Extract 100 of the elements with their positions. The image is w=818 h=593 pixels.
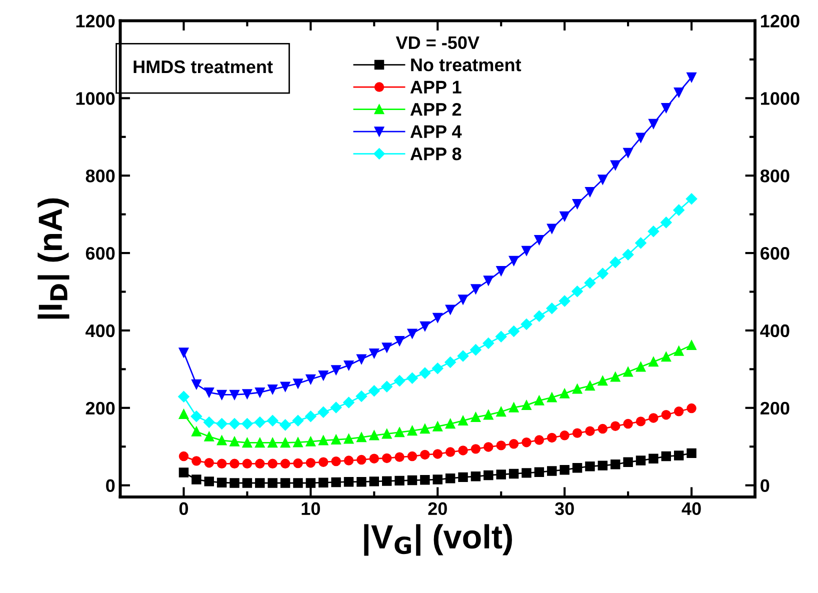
point xyxy=(407,451,418,462)
point xyxy=(546,302,558,314)
point xyxy=(560,388,570,398)
point xyxy=(445,418,456,429)
point xyxy=(254,416,266,428)
point xyxy=(585,426,595,436)
point xyxy=(242,458,252,468)
point xyxy=(406,372,418,384)
point xyxy=(674,406,684,416)
point xyxy=(292,415,304,426)
point xyxy=(572,428,582,438)
point xyxy=(674,450,684,460)
point xyxy=(356,476,366,487)
point xyxy=(394,336,404,346)
point xyxy=(508,402,519,412)
y2-tick-label: 1200 xyxy=(761,14,800,28)
x-tick-label: 40 xyxy=(682,502,701,516)
point xyxy=(661,451,672,462)
point xyxy=(496,440,506,450)
point xyxy=(636,132,646,143)
point xyxy=(457,350,469,362)
legend-label: APP 8 xyxy=(410,147,462,160)
point xyxy=(636,362,646,372)
point xyxy=(496,470,506,480)
point xyxy=(293,378,303,388)
point xyxy=(216,436,227,446)
point xyxy=(280,438,290,448)
point xyxy=(204,432,214,442)
y-tick-label: 200 xyxy=(86,402,115,415)
point xyxy=(394,427,404,438)
point xyxy=(369,430,380,440)
x-tick-label: 30 xyxy=(554,502,574,516)
point xyxy=(293,478,303,488)
point xyxy=(330,402,342,414)
point xyxy=(648,413,658,423)
point xyxy=(344,360,354,370)
point xyxy=(306,458,316,468)
point xyxy=(623,418,633,429)
point xyxy=(597,268,608,280)
point xyxy=(382,428,392,439)
point xyxy=(508,468,519,479)
point xyxy=(306,478,316,488)
point xyxy=(686,72,696,82)
point xyxy=(432,449,442,459)
point xyxy=(280,478,290,488)
point xyxy=(356,432,366,442)
point xyxy=(432,312,442,323)
point xyxy=(648,226,660,237)
point xyxy=(686,403,696,414)
point xyxy=(369,348,380,358)
point xyxy=(192,379,202,390)
y2-tick-label: 800 xyxy=(760,170,790,182)
point xyxy=(394,476,404,486)
y2-tick-label: 1000 xyxy=(761,92,800,105)
point xyxy=(598,460,608,470)
point xyxy=(331,434,341,444)
point xyxy=(204,416,215,428)
legend-title: VD = -50V xyxy=(396,36,480,50)
point xyxy=(585,380,595,391)
point xyxy=(394,375,406,386)
point xyxy=(216,458,227,468)
point xyxy=(445,447,456,457)
point xyxy=(432,474,442,484)
point xyxy=(547,392,557,402)
point xyxy=(204,476,214,486)
point xyxy=(242,418,253,430)
point xyxy=(368,385,380,396)
point xyxy=(598,424,608,434)
point xyxy=(508,326,520,337)
point xyxy=(522,437,532,448)
point xyxy=(318,370,328,380)
point xyxy=(484,276,494,286)
point xyxy=(522,246,532,256)
point xyxy=(458,416,468,426)
point xyxy=(496,331,507,342)
point xyxy=(547,466,557,476)
point xyxy=(572,286,583,297)
legend-label: No treatment xyxy=(411,58,522,72)
point xyxy=(547,432,557,443)
point xyxy=(686,340,696,350)
point xyxy=(255,388,265,398)
annotation: HMDS treatment xyxy=(134,60,273,74)
point xyxy=(648,454,658,464)
y-tick-label: 400 xyxy=(86,324,115,338)
point xyxy=(674,88,684,98)
legend-label: APP 4 xyxy=(410,125,462,138)
point xyxy=(598,376,608,386)
point xyxy=(394,452,404,462)
point xyxy=(192,474,202,484)
point xyxy=(419,367,431,379)
point xyxy=(636,456,646,466)
point xyxy=(508,439,519,449)
point xyxy=(420,475,430,485)
point xyxy=(484,470,494,480)
point xyxy=(192,456,202,466)
point xyxy=(190,410,202,422)
point xyxy=(318,478,328,488)
x-tick-label: 10 xyxy=(302,502,320,516)
point xyxy=(242,389,252,399)
point xyxy=(204,388,214,398)
